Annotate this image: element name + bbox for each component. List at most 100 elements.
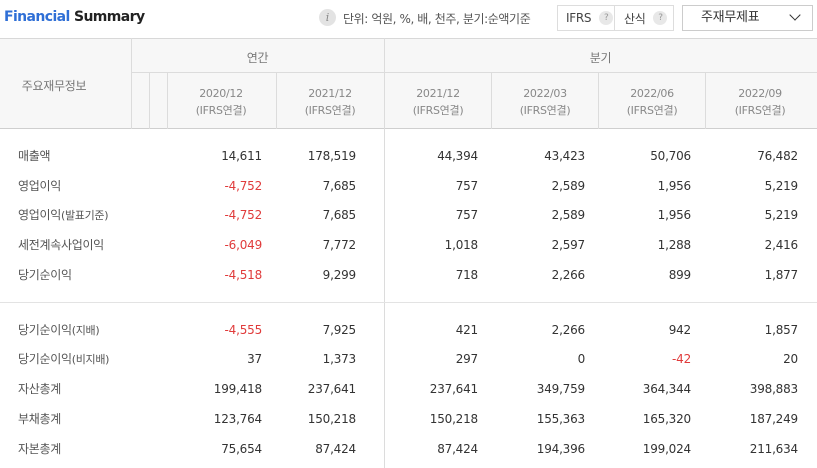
row-label-suffix: (지배) [71, 324, 100, 337]
table-cell: 421 [455, 323, 479, 337]
table-cell: 398,883 [749, 382, 798, 396]
info-icon[interactable]: i [319, 9, 336, 26]
table-cell: 7,685 [322, 179, 357, 193]
help-icon[interactable]: ? [653, 11, 668, 25]
table-cell: 211,634 [749, 442, 798, 456]
table-row: 세전계속사업이익 -6,049 7,772 1,018 2,597 1,288 2,416 [0, 230, 817, 260]
table-row: 당기순이익(지배) -4,555 7,925 421 2,266 942 1,857 [0, 315, 817, 345]
table-cell: 123,764 [213, 412, 262, 426]
row-label: 당기순이익(지배) [18, 315, 100, 345]
table-cell: 87,424 [437, 442, 478, 456]
col-divider [276, 72, 277, 129]
table-cell: 165,320 [642, 412, 691, 426]
column-period: 2022/03 [523, 87, 567, 100]
column-period: 2022/06 [630, 87, 674, 100]
column-header: 2021/12 (IFRS연결) [280, 85, 380, 119]
table-cell: 199,418 [213, 382, 262, 396]
column-period: 2021/12 [416, 87, 460, 100]
column-period: 2022/09 [738, 87, 782, 100]
header-divider [131, 72, 817, 73]
column-header: 2020/12 (IFRS연결) [171, 85, 271, 119]
column-period: 2021/12 [308, 87, 352, 100]
row-label-suffix: (비지배) [71, 353, 110, 366]
table-header [0, 38, 817, 129]
table-cell: 194,396 [536, 442, 585, 456]
col-divider [167, 72, 168, 129]
table-cell: 297 [455, 352, 479, 366]
table-cell: 237,641 [307, 382, 356, 396]
formula-toggle[interactable]: 산식 ? [614, 5, 674, 31]
section-divider [0, 302, 817, 303]
table-cell: -4,752 [224, 208, 263, 222]
table-cell: 44,394 [437, 149, 478, 163]
col-divider [131, 38, 132, 129]
section-title: Financial Summary [4, 9, 145, 25]
column-basis: (IFRS연결) [195, 104, 247, 117]
table-cell: 0 [577, 352, 586, 366]
table-cell: 75,654 [221, 442, 262, 456]
table-cell: 1,373 [322, 352, 357, 366]
row-label: 당기순이익(비지배) [18, 344, 109, 374]
statement-type-select[interactable]: 주재무제표 [682, 5, 813, 31]
col-divider [149, 72, 150, 129]
col-divider [705, 72, 706, 129]
table-cell: 20 [783, 352, 798, 366]
table-row: 부채총계 123,764 150,218 150,218 155,363 165,320 1… [0, 404, 817, 434]
row-label: 당기순이익 [18, 260, 72, 290]
table-cell: 757 [455, 208, 479, 222]
table-cell: 5,219 [764, 179, 799, 193]
col-divider [491, 72, 492, 129]
column-header: 2021/12 (IFRS연결) [388, 85, 488, 119]
row-label-text: 자산총계 [18, 382, 61, 396]
column-basis: (IFRS연결) [626, 104, 678, 117]
table-cell: -6,049 [224, 238, 263, 252]
formula-label: 산식 [624, 11, 646, 26]
summary-header: Financial Summary i 단위: 억원, %, 배, 천주, 분기… [0, 0, 817, 38]
unit-note: 단위: 억원, %, 배, 천주, 분기:순액기준 [343, 12, 531, 26]
table-cell: 187,249 [749, 412, 798, 426]
row-label-text: 당기순이익 [18, 268, 72, 282]
table-cell: 1,956 [657, 208, 692, 222]
ifrs-label: IFRS [566, 11, 592, 25]
table-cell: 7,772 [322, 238, 357, 252]
table-cell: 5,219 [764, 208, 799, 222]
table-cell: 7,685 [322, 208, 357, 222]
table-cell: 43,423 [544, 149, 585, 163]
table-row: 자본총계 75,654 87,424 87,424 194,396 199,024 211,… [0, 434, 817, 464]
column-header: 2022/06 (IFRS연결) [602, 85, 702, 119]
row-label-text: 부채총계 [18, 412, 61, 426]
table-cell: 87,424 [315, 442, 356, 456]
row-label: 영업이익(발표기준) [18, 200, 109, 230]
group-annual: 연간 [246, 51, 269, 65]
table-row: 당기순이익 -4,518 9,299 718 2,266 899 1,877 [0, 260, 817, 290]
ifrs-toggle[interactable]: IFRS ? [557, 5, 615, 31]
table-row: 당기순이익(비지배) 37 1,373 297 0 -42 20 [0, 344, 817, 374]
row-header-label: 주요재무정보 [21, 79, 87, 93]
table-cell: 150,218 [429, 412, 478, 426]
table-row: 영업이익(발표기준) -4,752 7,685 757 2,589 1,956 5,219 [0, 200, 817, 230]
row-label: 부채총계 [18, 404, 61, 434]
table-cell: 14,611 [221, 149, 262, 163]
row-label-text: 영업이익 [18, 179, 61, 193]
table-cell: 2,589 [551, 179, 586, 193]
table-cell: 2,416 [764, 238, 799, 252]
help-icon[interactable]: ? [599, 11, 614, 25]
table-cell: 37 [247, 352, 262, 366]
table-cell: 899 [668, 268, 692, 282]
table-row: 자산총계 199,418 237,641 237,641 349,759 364,344 3… [0, 374, 817, 404]
group-divider [384, 38, 385, 468]
table-cell: 7,925 [322, 323, 357, 337]
table-cell: 2,266 [551, 323, 586, 337]
column-basis: (IFRS연결) [734, 104, 786, 117]
table-cell: 9,299 [322, 268, 357, 282]
table-cell: 1,956 [657, 179, 692, 193]
row-label-text: 매출액 [18, 149, 51, 163]
table-cell: 50,706 [650, 149, 691, 163]
table-cell: 199,024 [642, 442, 691, 456]
row-label-suffix: (발표기준) [60, 209, 109, 222]
table-cell: 76,482 [757, 149, 798, 163]
table-cell: 942 [668, 323, 692, 337]
row-label-text: 영업이익 [18, 208, 61, 222]
table-cell: 237,641 [429, 382, 478, 396]
row-label-text: 자본총계 [18, 442, 61, 456]
